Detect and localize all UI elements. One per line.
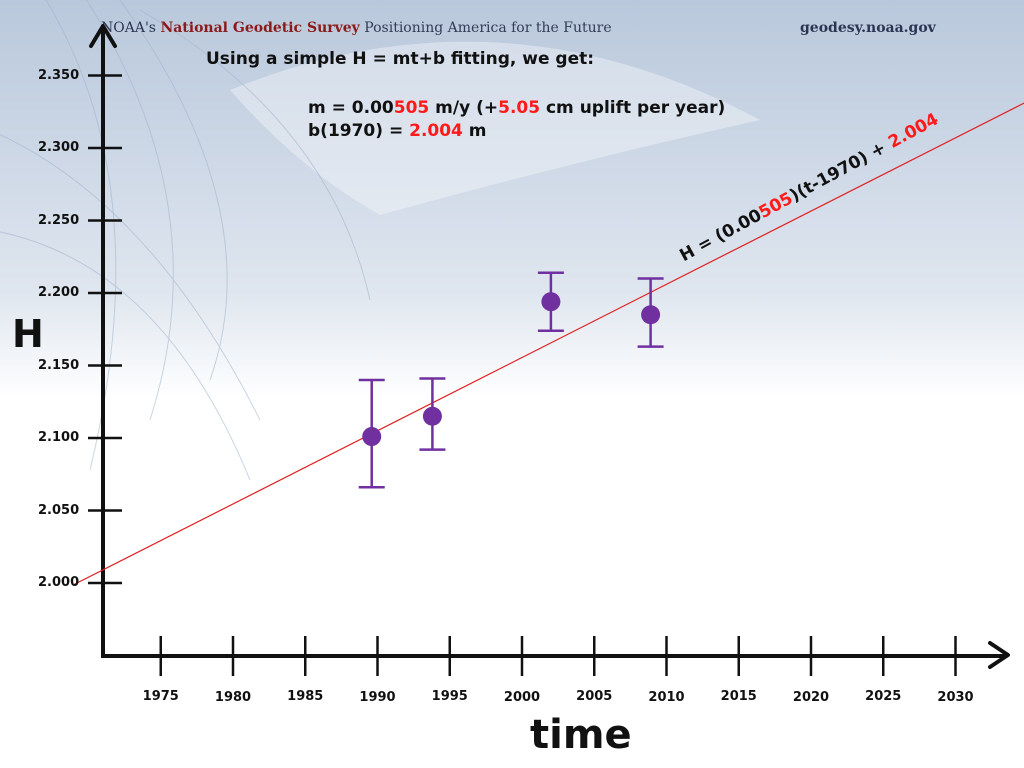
data-point-2	[541, 292, 561, 312]
y-tick-label: 2.150	[38, 357, 80, 373]
x-tick-label: 1995	[431, 689, 468, 704]
uplift-value: 5.05	[498, 98, 541, 118]
y-tick-label: 2.100	[38, 430, 80, 445]
header-website: geodesy.noaa.gov	[800, 20, 936, 36]
x-tick-label: 1990	[359, 690, 396, 705]
org-name: National Geodetic Survey	[160, 20, 360, 36]
y-tick-label: 2.350	[38, 67, 80, 83]
data-point-0	[362, 427, 382, 447]
slope-value: 505	[393, 98, 430, 118]
intercept-unit: m	[462, 121, 487, 141]
x-tick-label: 2025	[865, 689, 902, 704]
fit-slope-line: m = 0.00505 m/y (+5.05 cm uplift per yea…	[308, 98, 725, 118]
slope-prefix: m = 0.00	[308, 98, 394, 118]
org-tagline: Positioning America for the Future	[359, 20, 612, 36]
x-tick-label: 1980	[214, 690, 252, 705]
data-point-3	[641, 305, 661, 325]
x-tick-label: 2010	[648, 690, 685, 705]
x-tick-label: 2020	[792, 690, 830, 705]
y-tick-label: 2.200	[38, 285, 80, 300]
y-tick-label: 2.000	[38, 575, 80, 590]
fit-intercept-line: b(1970) = 2.004 m	[308, 121, 487, 141]
x-axis-arrowhead	[988, 641, 1010, 669]
x-tick-label: 2030	[937, 690, 974, 705]
intercept-value: 2.004	[409, 121, 463, 141]
x-tick-label: 2015	[720, 689, 757, 704]
y-tick-label: 2.250	[38, 212, 80, 228]
y-axis-title: H	[12, 312, 44, 356]
data-point-1	[422, 406, 442, 426]
x-tick-label: 1985	[287, 689, 324, 704]
intercept-prefix: b(1970) =	[308, 121, 410, 141]
y-tick-label: 2.050	[38, 502, 80, 518]
header-organization: NOAA's National Geodetic Survey Position…	[101, 20, 612, 36]
x-axis-title: time	[530, 712, 632, 758]
x-tick-label: 2005	[576, 689, 613, 704]
x-tick-label: 2000	[503, 690, 541, 705]
header-bar: NOAA's National Geodetic Survey Position…	[0, 0, 1024, 44]
y-axis-arrowhead	[89, 24, 117, 48]
fit-intro: Using a simple H = mt+b fitting, we get:	[206, 49, 595, 69]
org-prefix: NOAA's	[101, 20, 161, 36]
uplift-unit: cm uplift per year)	[540, 98, 726, 118]
x-tick-label: 1975	[142, 689, 179, 704]
fit-line	[73, 102, 1024, 586]
slope-unit: m/y (+	[429, 98, 499, 118]
y-tick-label: 2.300	[38, 140, 80, 155]
